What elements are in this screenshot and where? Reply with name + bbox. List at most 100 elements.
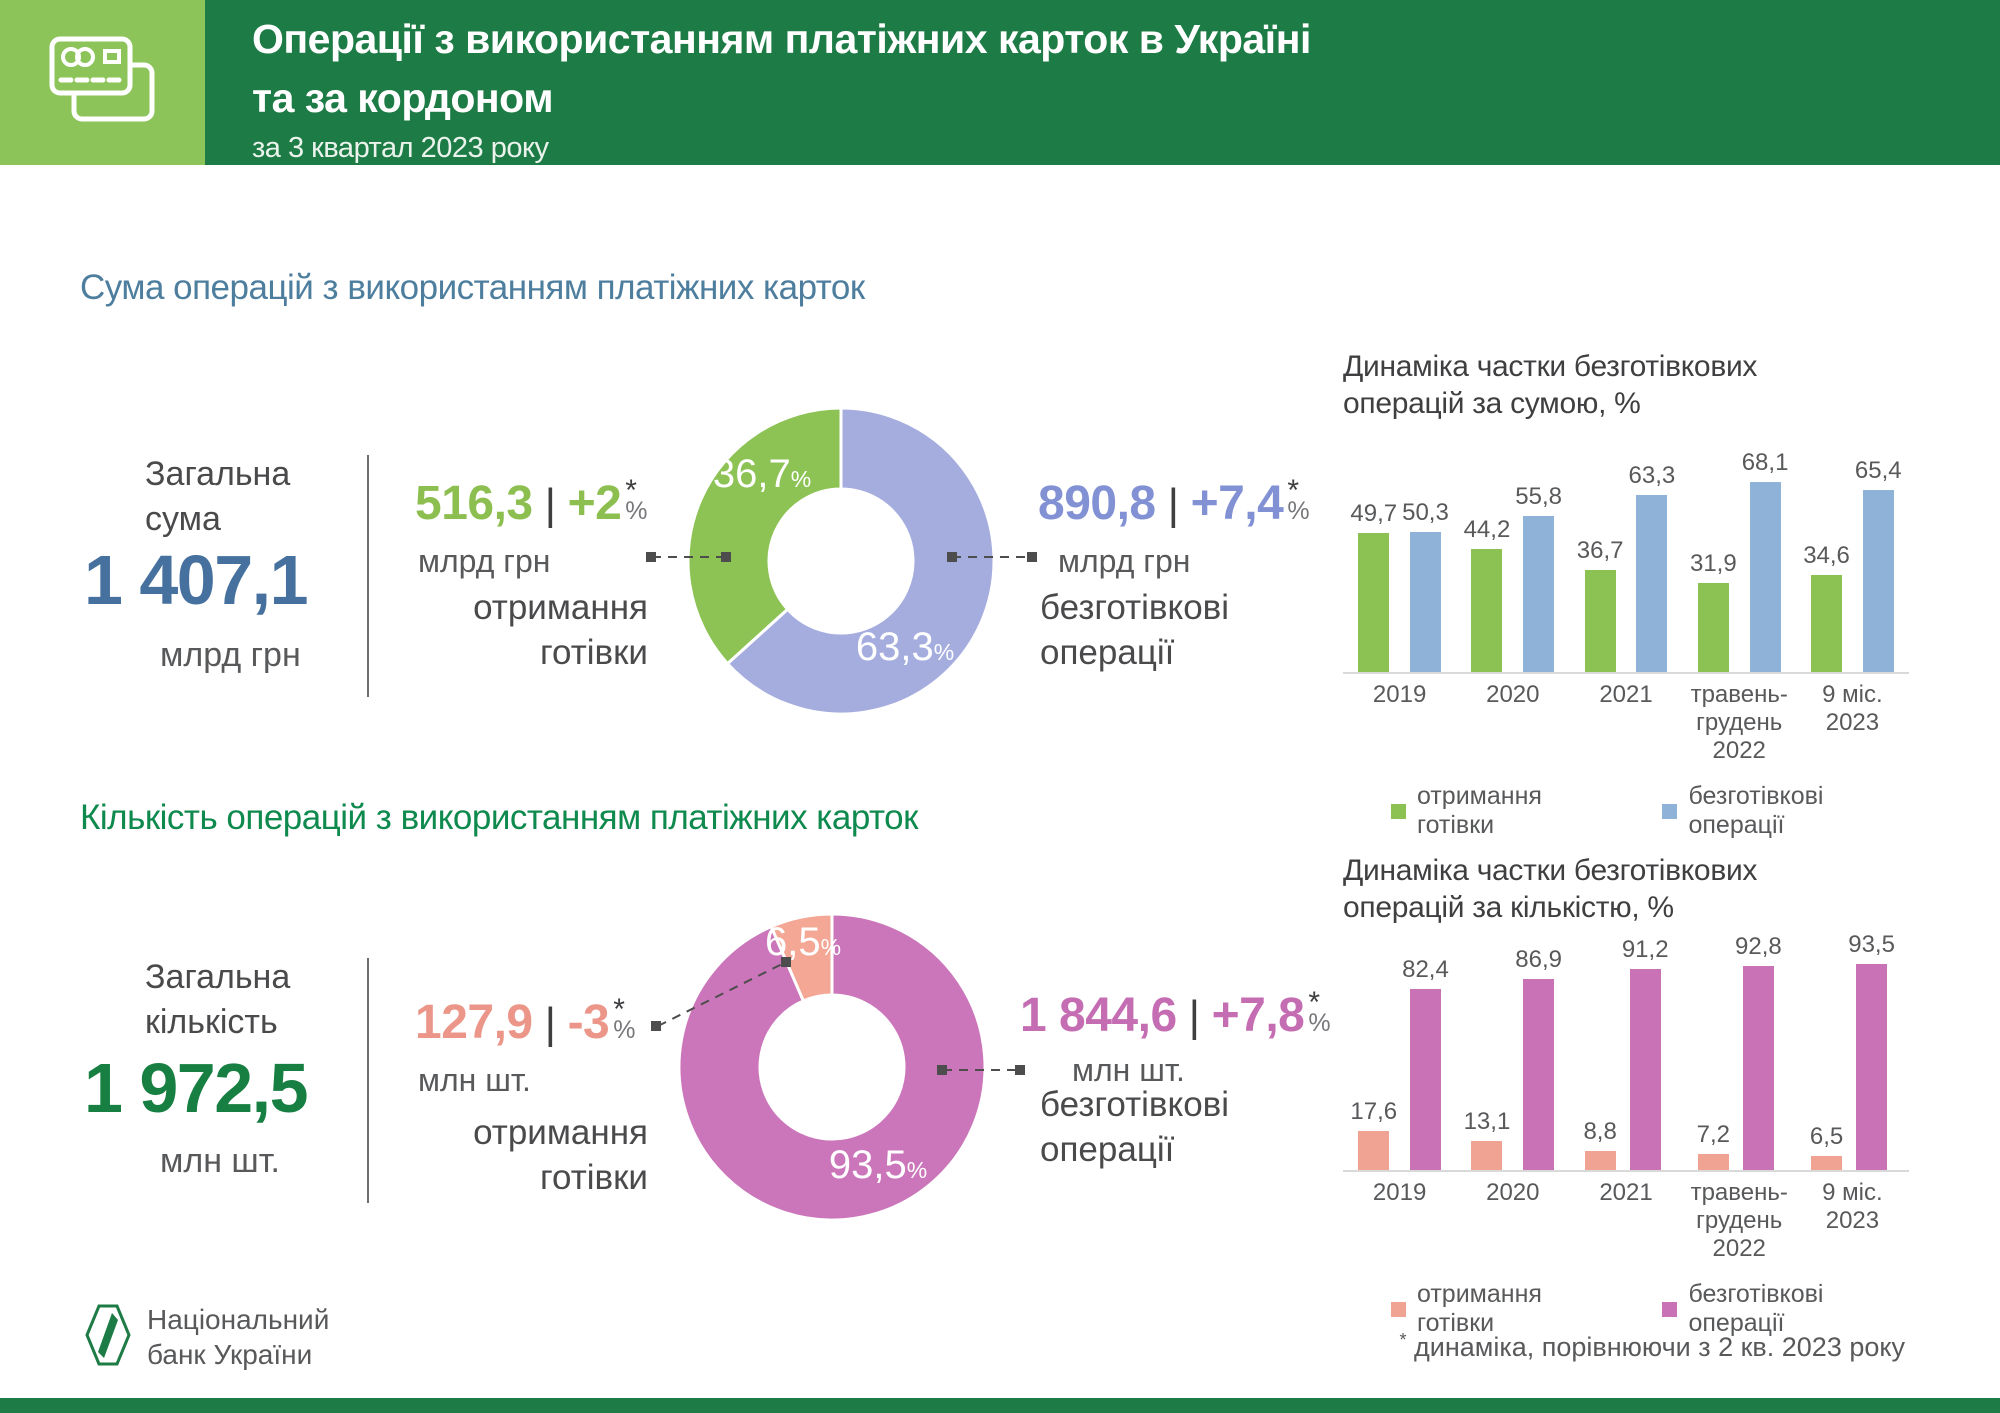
bar-wrap: 36,7 — [1577, 537, 1624, 672]
legend-item: отримання готівки — [1391, 782, 1610, 840]
bar-безготівкові-операції — [1523, 516, 1555, 672]
bar-безготівкові-операції — [1749, 482, 1781, 672]
bar-value-label: 6,5 — [1809, 1122, 1844, 1150]
barchart-count: Динаміка частки безготівкових операцій з… — [1343, 852, 1909, 1338]
bar-wrap: 44,2 — [1463, 515, 1511, 672]
bar-group: 17,6 82,4 — [1343, 930, 1456, 1170]
footnote-mark: *% — [1287, 474, 1310, 525]
total-sum-value: 1 407,1 — [84, 541, 309, 619]
bar-wrap: 7,2 — [1697, 1121, 1730, 1170]
bar-wrap: 86,9 — [1515, 946, 1562, 1170]
footnote-mark: *% — [625, 474, 648, 525]
x-axis-label: 2021 — [1599, 1179, 1653, 1206]
bar-value-label: 55,8 — [1515, 483, 1563, 511]
bar-value-label: 49,7 — [1350, 500, 1398, 528]
bar-отримання-готівки — [1811, 575, 1843, 672]
donut-segment-отримання-готівки — [686, 406, 843, 666]
barchart-sum: Динаміка частки безготівкових операцій з… — [1343, 348, 1909, 840]
footnote-mark: *% — [613, 993, 635, 1044]
bar-wrap: 49,7 — [1350, 500, 1397, 672]
bar-wrap: 13,1 — [1464, 1108, 1510, 1170]
section-sum-heading: Сума операцій з використанням платіжних … — [80, 268, 865, 307]
bar-wrap: 68,1 — [1741, 449, 1789, 672]
legend-item: отримання готівки — [1391, 1280, 1610, 1338]
cash-count-stat: 127,9 | -3 *% — [415, 993, 635, 1050]
bar-wrap: 91,2 — [1622, 936, 1669, 1170]
x-axis-label: травень- грудень 2022 — [1690, 1179, 1788, 1262]
total-sum-unit: млрд грн — [160, 636, 301, 674]
legend-label: отримання готівки — [1417, 1280, 1542, 1337]
x-axis-line — [1343, 1170, 1909, 1172]
cashless-count-slice-label: безготівкові операції — [1040, 1085, 1230, 1169]
bar-value-label: 91,2 — [1621, 936, 1669, 964]
total-count-unit: млн шт. — [160, 1142, 280, 1180]
x-axis-label: 2020 — [1486, 681, 1540, 708]
donut-sum-cashless-pct: 63,3% — [855, 625, 955, 669]
bar-value-label: 17,6 — [1350, 1098, 1398, 1126]
bar-value-label: 7,2 — [1696, 1121, 1731, 1149]
payment-cards-icon — [42, 25, 164, 140]
footer-bar — [0, 1398, 2000, 1413]
divider-count — [367, 958, 369, 1203]
x-axis-label: травень- грудень 2022 — [1690, 681, 1788, 764]
header-icon-box — [0, 0, 205, 165]
total-sum-label: Загальна сума — [145, 455, 291, 538]
cash-sum-unit: млрд грн — [418, 543, 551, 579]
bar-wrap: 50,3 — [1402, 499, 1449, 672]
bar-wrap: 17,6 — [1350, 1098, 1397, 1170]
nbu-logo: Національний банк України — [84, 1302, 329, 1372]
bar-group: 6,5 93,5 — [1796, 930, 1909, 1170]
total-count-value: 1 972,5 — [84, 1049, 309, 1127]
bar-group: 7,2 92,8 — [1683, 930, 1796, 1170]
bar-wrap: 82,4 — [1402, 956, 1449, 1170]
bar-отримання-готівки — [1697, 583, 1729, 672]
bar-wrap: 8,8 — [1583, 1118, 1617, 1170]
bar-отримання-готівки — [1471, 1141, 1503, 1170]
bar-отримання-готівки — [1358, 533, 1390, 672]
bar-value-label: 31,9 — [1689, 550, 1737, 577]
divider-sum — [367, 455, 369, 697]
legend-swatch — [1391, 803, 1406, 819]
legend-swatch — [1391, 1301, 1406, 1317]
legend-swatch — [1662, 1301, 1678, 1317]
legend-item: безготівкові операції — [1662, 1280, 1909, 1338]
x-axis-label: 2021 — [1599, 681, 1653, 708]
bar-wrap: 63,3 — [1629, 462, 1675, 672]
legend-item: безготівкові операції — [1662, 782, 1909, 840]
legend-label: безготівкові операції — [1688, 1280, 1824, 1337]
bar-value-label: 50,3 — [1402, 498, 1449, 526]
cashless-sum-stat: 890,8 | +7,4 *% — [1038, 474, 1310, 531]
bar-отримання-готівки — [1697, 1154, 1729, 1170]
barchart-count-title: Динаміка частки безготівкових операцій з… — [1343, 854, 1758, 924]
bar-безготівкові-операції — [1409, 531, 1441, 672]
bar-value-label: 36,7 — [1576, 536, 1624, 564]
bar-value-label: 92,8 — [1735, 932, 1782, 960]
nbu-logo-icon — [84, 1304, 132, 1371]
bar-безготівкові-операції — [1629, 969, 1661, 1170]
bar-value-label: 93,5 — [1848, 931, 1895, 959]
donut-count-cash-pct: 6,5% — [764, 920, 842, 964]
x-axis-line — [1343, 672, 1909, 674]
header-banner: Операції з використанням платіжних карто… — [0, 0, 2000, 165]
cashless-count-unit: млн шт. — [1072, 1052, 1185, 1088]
bar-value-label: 68,1 — [1741, 449, 1789, 477]
barchart-sum-categories: 2019 2020 2021 травень- грудень 2022 9 міс. … — [1343, 681, 1909, 765]
bar-wrap: 6,5 — [1810, 1123, 1843, 1170]
barchart-sum-title: Динаміка частки безготівкових операцій з… — [1343, 350, 1758, 420]
bar-wrap: 92,8 — [1735, 933, 1782, 1170]
barchart-sum-legend: отримання готівки безготівкові операції — [1343, 782, 1909, 840]
legend-label: отримання готівки — [1417, 782, 1542, 839]
bar-wrap: 34,6 — [1803, 542, 1850, 672]
bar-value-label: 44,2 — [1463, 515, 1511, 543]
donut-segment-отримання-готівки — [769, 912, 834, 1003]
x-axis-label: 2020 — [1486, 1179, 1540, 1206]
legend-swatch — [1662, 803, 1678, 819]
bar-group: 49,7 50,3 — [1343, 446, 1456, 672]
bar-wrap: 31,9 — [1690, 550, 1737, 672]
cashless-sum-unit: млрд грн — [1058, 543, 1191, 579]
bar-отримання-готівки — [1471, 548, 1503, 672]
donut-count-cashless-pct: 93,5% — [828, 1143, 928, 1187]
bar-value-label: 86,9 — [1515, 945, 1563, 973]
page-subtitle: за 3 квартал 2023 року — [252, 132, 549, 164]
